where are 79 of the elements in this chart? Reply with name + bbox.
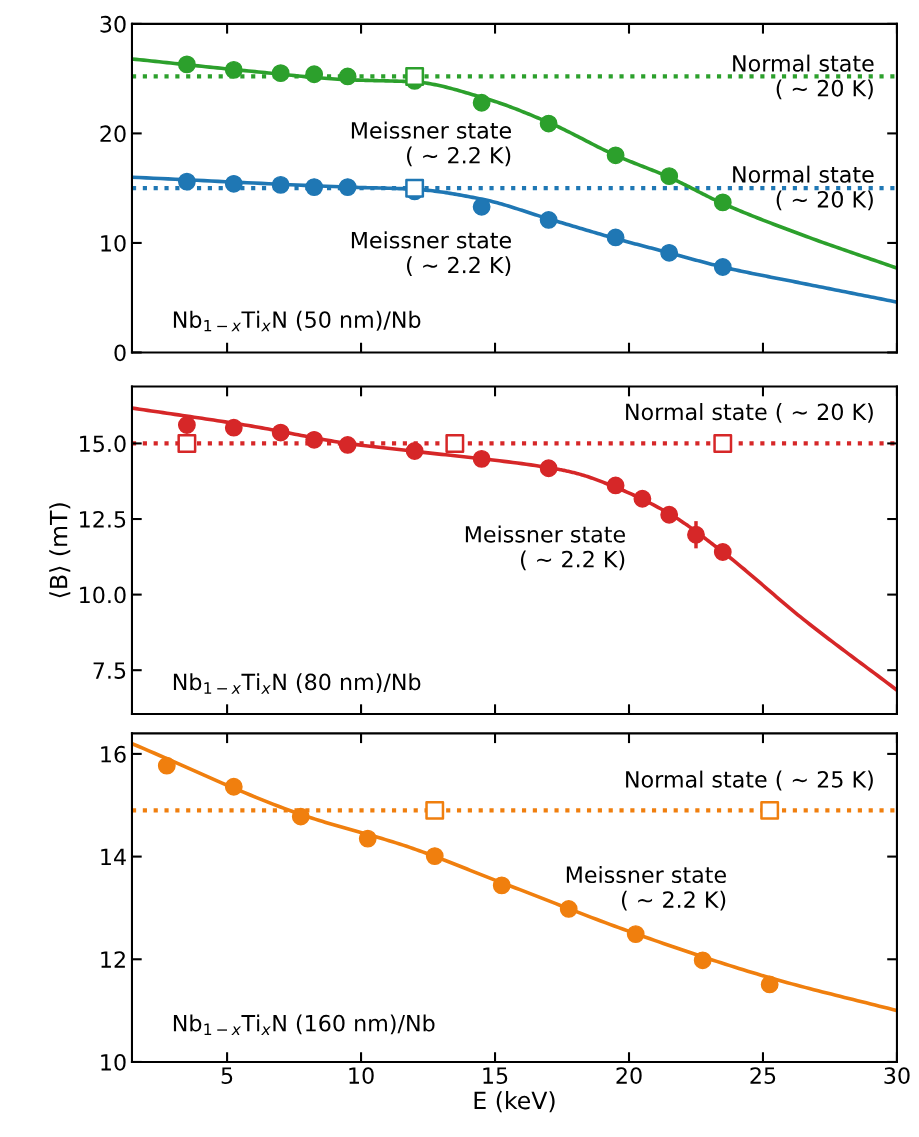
- x-tick-label: 5: [221, 1067, 233, 1085]
- annotation: Normal state ( ∼ 25 K): [626, 770, 873, 791]
- point: [660, 505, 679, 524]
- y-tick-label: 14: [101, 848, 126, 866]
- point: [660, 243, 679, 262]
- annotation: Nb$_{1−x}$Ti$_{x}$N (160 nm)/Nb: [173, 1014, 435, 1035]
- point: [224, 777, 243, 796]
- y-tick-label: 10.0: [80, 586, 126, 604]
- annotation: Nb$_{1−x}$Ti$_{x}$N (80 nm)/Nb: [173, 673, 421, 694]
- point: [271, 423, 290, 442]
- point: [358, 829, 377, 848]
- point: [472, 93, 491, 112]
- point: [626, 925, 645, 944]
- y-tick-label: 10: [101, 234, 126, 252]
- point: [687, 525, 705, 544]
- point: [177, 433, 197, 453]
- point: [177, 55, 196, 74]
- y-tick-label: 12.5: [80, 510, 126, 528]
- point: [713, 193, 732, 212]
- y-tick-label: 0: [114, 344, 126, 362]
- x-tick-label: 30: [884, 1067, 910, 1085]
- point: [224, 418, 243, 437]
- annotation: Meissner state ( ∼ 2.2 K): [465, 525, 625, 571]
- point: [760, 975, 779, 994]
- point: [271, 175, 290, 194]
- point: [405, 178, 425, 198]
- annotation: Nb$_{1−x}$Ti$_{x}$N (50 nm)/Nb: [173, 310, 421, 332]
- y-tick-label: 20: [100, 125, 126, 143]
- x-tick-label: 10: [349, 1067, 374, 1085]
- point: [291, 807, 310, 826]
- point: [157, 756, 176, 775]
- point: [224, 60, 243, 79]
- point: [338, 67, 357, 86]
- point: [305, 430, 324, 449]
- point: [760, 800, 780, 820]
- point: [305, 65, 324, 84]
- point: [539, 114, 558, 133]
- x-axis-title: E (keV): [474, 1091, 555, 1113]
- point: [606, 146, 625, 165]
- y-axis-title: ⟨B⟩ (mT): [49, 503, 71, 598]
- point: [660, 167, 679, 186]
- y-tick-label: 30: [100, 15, 126, 33]
- annotation: Meissner state ( ∼ 2.2 K): [351, 121, 511, 167]
- point: [559, 900, 578, 918]
- point: [177, 416, 196, 434]
- y-tick-label: 15.0: [80, 435, 126, 453]
- point: [492, 876, 511, 895]
- point: [224, 174, 243, 193]
- point: [338, 436, 357, 454]
- annotation: Normal state ( ∼ 20 K): [733, 54, 874, 100]
- point: [693, 951, 712, 970]
- point: [713, 258, 732, 276]
- annotation: Normal state ( ∼ 20 K): [733, 165, 874, 211]
- point: [425, 847, 444, 865]
- point: [425, 800, 445, 820]
- point: [338, 178, 357, 196]
- point: [445, 433, 465, 453]
- point: [713, 433, 733, 453]
- point: [405, 442, 424, 460]
- annotation: Meissner state ( ∼ 2.2 K): [351, 231, 511, 277]
- x-tick-label: 20: [616, 1067, 642, 1085]
- x-tick-label: 15: [483, 1067, 508, 1085]
- point: [177, 172, 196, 191]
- point: [271, 64, 290, 83]
- y-tick-label: 10: [101, 1053, 126, 1071]
- y-tick-label: 16: [101, 745, 126, 763]
- point: [606, 228, 625, 247]
- point: [606, 476, 625, 495]
- annotation: Meissner state ( ∼ 2.2 K): [566, 865, 726, 911]
- point: [713, 543, 732, 561]
- y-tick-label: 7.5: [93, 662, 126, 679]
- point: [472, 449, 491, 468]
- x-tick-label: 25: [750, 1067, 776, 1085]
- point: [539, 211, 558, 229]
- point: [305, 178, 324, 196]
- point: [539, 459, 558, 478]
- point: [633, 489, 652, 508]
- annotation: Normal state ( ∼ 20 K): [626, 403, 873, 423]
- y-tick-label: 12: [101, 951, 125, 968]
